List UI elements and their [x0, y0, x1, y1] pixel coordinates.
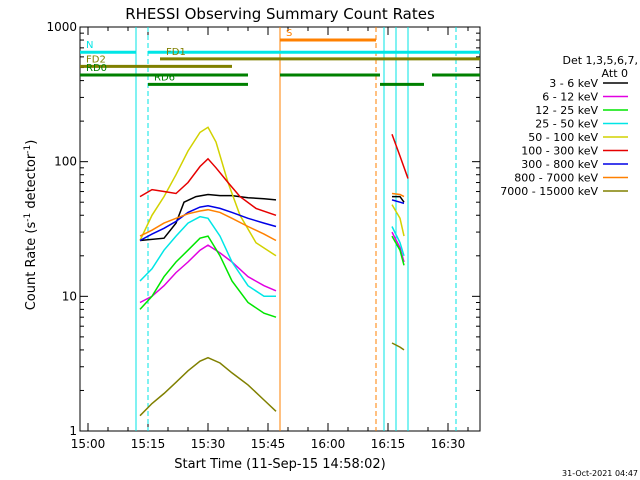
x-tick-label: 15:30: [191, 437, 226, 451]
series-line-3-6-kev: [139, 193, 277, 242]
series-line-2-800-7000-kev: [391, 192, 405, 198]
y-label-mid: detector: [24, 153, 39, 213]
y-label-sup2: -1: [23, 145, 33, 154]
series-line-6-12-kev: [139, 244, 277, 304]
legend-entry-label: 6 - 12 keV: [542, 91, 598, 104]
legend-title: Det 1,3,5,6,7,: [562, 54, 638, 67]
legend-entry-label: 50 - 100 keV: [528, 131, 598, 144]
series-line-300-800-kev: [139, 205, 277, 242]
flag-label-rd6: RD6: [154, 72, 175, 83]
flag-label-s: S: [286, 28, 292, 39]
series-line-2-6-12-kev: [391, 231, 405, 263]
series-line-2-50-100-kev: [391, 204, 405, 237]
legend-subtitle: Att 0: [602, 67, 628, 80]
y-label-sup1: -1: [23, 213, 33, 222]
flag-label-rd0: RD0: [86, 63, 107, 74]
legend-entry-label: 25 - 50 keV: [535, 118, 598, 131]
series-line-2-3-6-kev: [392, 195, 405, 203]
x-tick-label: 15:00: [71, 437, 106, 451]
x-tick-label: 16:30: [431, 437, 466, 451]
series-line-25-50-kev: [139, 215, 276, 298]
y-label-end: ): [24, 140, 39, 145]
flag-label-fd1: FD1: [166, 47, 186, 58]
series-line-800-7000-kev: [139, 208, 277, 242]
legend-entry-label: 12 - 25 keV: [535, 104, 598, 117]
series-line-100-300-kev: [139, 157, 277, 217]
series-line-2-25-50-kev: [391, 226, 405, 257]
y-tick-label: 10: [62, 289, 77, 303]
series-line-2-300-800-kev: [391, 199, 405, 205]
series-line-12-25-kev: [139, 235, 277, 318]
y-tick-label: 1: [69, 424, 77, 438]
series-line-50-100-kev: [139, 126, 277, 257]
y-tick-label: 1000: [46, 20, 77, 34]
series-line-2-100-300-kev: [391, 133, 409, 179]
plot-area: 1 10 100 1000 15:00 15:15 15:30 15:45 16:00 16:15…: [46, 20, 481, 451]
legend-entry-label: 3 - 6 keV: [549, 77, 598, 90]
x-tick-label: 16:15: [371, 437, 406, 451]
y-tick-label: 100: [54, 155, 77, 169]
x-tick-label: 16:00: [311, 437, 346, 451]
y-axis-label: Count Rate (s-1 detector-1): [23, 140, 39, 311]
timestamp: 31-Oct-2021 04:47: [562, 469, 638, 478]
series-line-2-12-25-kev: [391, 235, 405, 266]
x-tick-label: 15:15: [131, 437, 166, 451]
x-axis-label: Start Time (11-Sep-15 14:58:02): [174, 457, 385, 472]
legend-entry-label: 300 - 800 keV: [521, 158, 598, 171]
legend-entry-label: 800 - 7000 keV: [514, 172, 598, 185]
x-tick-label: 15:45: [251, 437, 286, 451]
chart-title: RHESSI Observing Summary Count Rates: [125, 5, 435, 23]
flag-label-fd2: FD2: [86, 54, 106, 65]
series-line-7000-15000-kev: [139, 356, 277, 417]
legend-entry-label: 7000 - 15000 keV: [500, 185, 598, 198]
legend-entry-label: 100 - 300 keV: [521, 145, 598, 158]
flag-label-n: N: [86, 40, 93, 51]
series-line-2-7000-15000-kev: [391, 342, 405, 351]
y-label-main: Count Rate (s: [24, 222, 39, 311]
